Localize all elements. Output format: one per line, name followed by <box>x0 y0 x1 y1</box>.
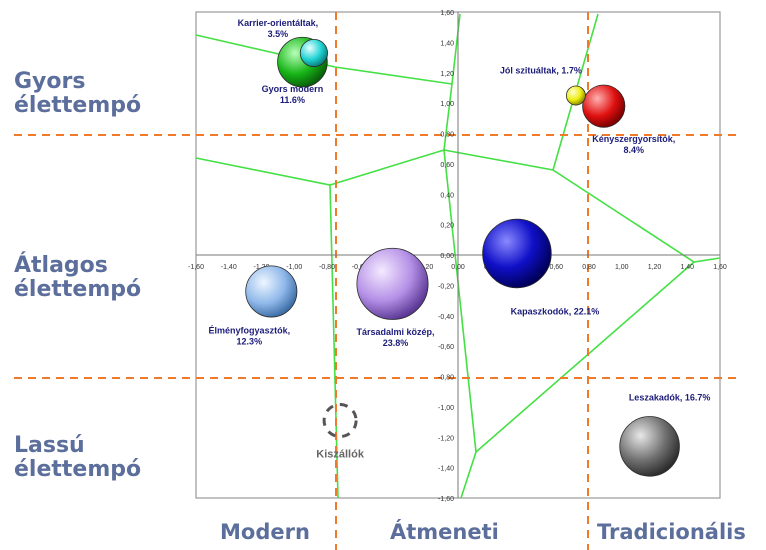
bubble-labels: Karrier-orientáltak,3.5% Gyors modern11.6… <box>209 18 711 461</box>
x-tick-label: -1,40 <box>221 264 237 271</box>
y-tick-label: 1,20 <box>440 71 454 78</box>
column-label-modern: Modern <box>220 520 310 544</box>
y-tick-label: 1,00 <box>440 101 454 108</box>
bubble-label-7: Leszakadók, 16.7% <box>629 392 711 402</box>
y-tick-label: -0,40 <box>438 314 454 321</box>
y-tick-label: -1,20 <box>438 435 454 442</box>
boundary-5 <box>443 149 477 499</box>
x-tick-label: 0,00 <box>451 264 465 271</box>
x-tick-label: 1,00 <box>615 264 629 271</box>
ghost-bubble <box>322 403 358 439</box>
y-tick-label: 0,20 <box>440 223 454 230</box>
bubble-share-label-4: 12.3% <box>237 336 263 346</box>
x-tick-label: -0,20 <box>417 264 433 271</box>
bubble-label-5: Társadalmi közép, <box>356 327 434 337</box>
bubble-label-1: Gyors modern <box>262 84 324 94</box>
y-tick-label: 0,00 <box>440 253 454 260</box>
y-tick-label: -1,60 <box>438 496 454 503</box>
bubble-share-label-0: 3.5% <box>268 29 289 39</box>
bubble-6 <box>482 218 552 289</box>
x-tick-label: -0,80 <box>319 264 335 271</box>
x-tick-label: 1,20 <box>648 264 662 271</box>
bubble-share-label-1: 11.6% <box>280 95 305 105</box>
boundary-8 <box>475 261 695 453</box>
x-tick-label: 1,60 <box>713 264 727 271</box>
voronoi-boundaries <box>195 13 721 499</box>
bubble-4 <box>245 265 298 318</box>
boundary-4 <box>329 184 339 499</box>
boundary-6 <box>443 149 721 263</box>
row-label-fast: Gyors élettempó <box>14 70 141 118</box>
x-tick-label: -1,60 <box>188 264 204 271</box>
column-label-traditional: Tradicionális <box>597 520 746 544</box>
row-label-average: Átlagos élettempó <box>14 254 141 302</box>
bubble-label-3: Kényszergyorsítók, <box>592 134 675 144</box>
y-tick-label: 1,60 <box>440 10 454 17</box>
bubble-share-label-3: 8.4% <box>623 145 644 155</box>
bubble-2 <box>565 85 586 106</box>
bubble-label-2: Jól szituáltak, 1.7% <box>500 66 582 76</box>
row-label-slow-line2: élettempó <box>14 457 142 482</box>
row-label-average-line2: élettempó <box>14 277 142 302</box>
bubble-7 <box>619 416 680 477</box>
row-label-average-line1: Átlagos <box>14 253 108 278</box>
boundary-2 <box>443 13 461 151</box>
row-label-slow: Lassú élettempó <box>14 434 141 482</box>
bubble-label-6: Kapaszkodók, 22.1% <box>511 306 600 316</box>
y-tick-label: 0,40 <box>440 192 454 199</box>
x-tick-label: 0,80 <box>582 264 596 271</box>
bubble-label-0: Karrier-orientáltak, <box>238 18 319 28</box>
row-label-slow-line1: Lassú <box>14 433 85 458</box>
bubbles <box>245 36 680 477</box>
boundary-3 <box>195 149 445 186</box>
y-tick-label: -0,80 <box>438 375 454 382</box>
bubble-0 <box>299 38 328 68</box>
y-tick-label: -0,60 <box>438 344 454 351</box>
bubble-5 <box>356 247 429 320</box>
x-tick-label: -0,60 <box>352 264 368 271</box>
x-tick-label: 0,60 <box>549 264 563 271</box>
y-tick-label: 1,40 <box>440 40 454 47</box>
boundary-1 <box>195 34 453 85</box>
y-tick-label: 0,80 <box>440 132 454 139</box>
y-tick-label: -1,40 <box>438 466 454 473</box>
ghost-bubble-label: Kiszállók <box>316 449 365 461</box>
column-label-transitional: Átmeneti <box>390 520 499 544</box>
y-tick-label: 0,60 <box>440 162 454 169</box>
row-label-fast-line2: élettempó <box>14 93 142 118</box>
bubble-share-label-5: 23.8% <box>383 338 409 348</box>
x-tick-label: -1,00 <box>286 264 302 271</box>
x-tick-label: 1,40 <box>680 264 694 271</box>
bubble-label-4: Élményfogyasztók, <box>209 325 291 335</box>
y-tick-label: -0,20 <box>438 283 454 290</box>
row-label-fast-line1: Gyors <box>14 69 86 94</box>
bubble-3 <box>582 84 626 128</box>
y-tick-label: -1,00 <box>438 405 454 412</box>
